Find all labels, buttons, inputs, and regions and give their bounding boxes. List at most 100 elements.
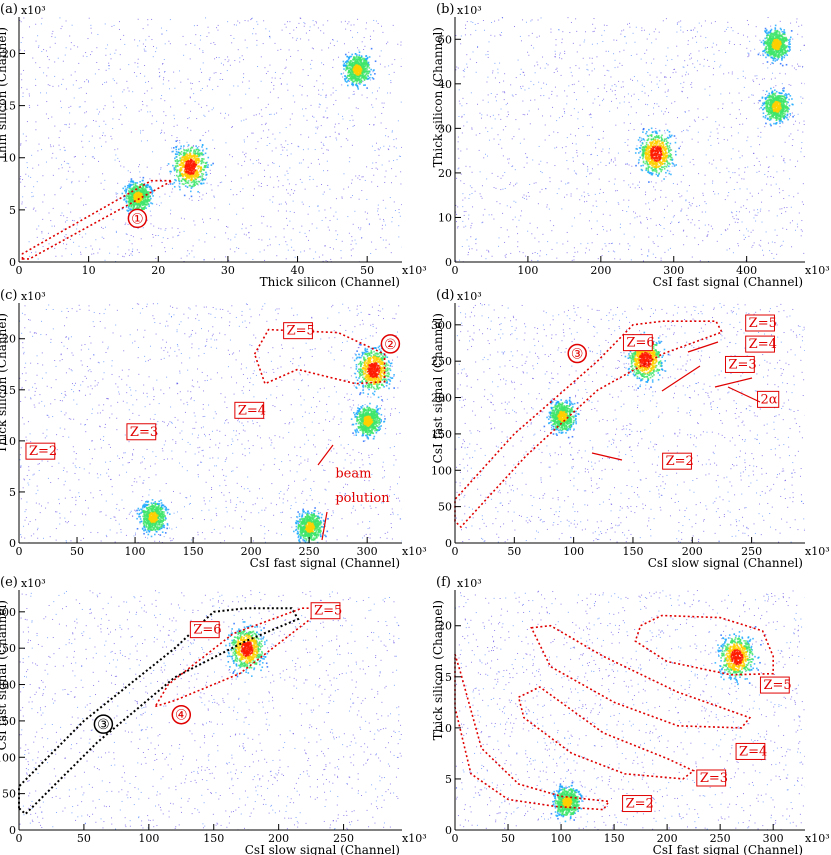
y-multiplier: x10³ bbox=[21, 577, 46, 590]
annotation-label: Z=5 bbox=[287, 324, 315, 339]
annotation-label: polution bbox=[335, 491, 390, 506]
gate-marker-label: ④ bbox=[175, 708, 188, 724]
panel-e: 0 50 100 150 200 250 0 50 100 150 200 250 300 x10³ x10… bbox=[0, 575, 427, 855]
y-tick-label: 20 bbox=[438, 620, 452, 633]
panel-label: (c) bbox=[0, 288, 17, 303]
x-tick-label: 300 bbox=[663, 264, 684, 277]
x-tick-label: 0 bbox=[452, 545, 459, 558]
y-axis-label: Thick silicon (Channel) bbox=[431, 27, 445, 167]
x-tick-label: 200 bbox=[590, 264, 611, 277]
annotation-label: Z=4 bbox=[739, 744, 767, 759]
y-tick-label: 15 bbox=[2, 100, 16, 113]
annotation-label: Z=5 bbox=[314, 604, 342, 619]
annotation-label: Z=6 bbox=[193, 623, 221, 638]
annotation-label: Z=3 bbox=[130, 425, 158, 440]
annotation-box bbox=[735, 742, 766, 760]
x-tick-label: 150 bbox=[183, 545, 204, 558]
annotation-box bbox=[310, 602, 341, 620]
x-tick-label: 0 bbox=[452, 264, 459, 277]
gate-marker-label: ③ bbox=[571, 347, 584, 363]
gate-marker-label: ③ bbox=[97, 717, 110, 733]
panel-label: (e) bbox=[0, 575, 18, 590]
annotation-box bbox=[622, 795, 652, 813]
x-tick-label: 20 bbox=[151, 264, 165, 277]
x-tick-label: 250 bbox=[710, 832, 731, 845]
scatter-layer bbox=[455, 17, 805, 262]
annotation-label: Z=2 bbox=[666, 454, 694, 469]
x-tick-label: 40 bbox=[291, 264, 305, 277]
gate-0 bbox=[18, 607, 300, 816]
x-tick-label: 50 bbox=[501, 832, 515, 845]
x-multiplier: x10³ bbox=[402, 264, 427, 277]
gate-marker bbox=[93, 714, 114, 734]
x-tick-label: 50 bbox=[507, 545, 521, 558]
gate-1 bbox=[530, 624, 752, 729]
gate-marker bbox=[380, 334, 401, 354]
annotation-box bbox=[189, 621, 220, 639]
x-axis-label: CsI slow signal (Channel) bbox=[648, 556, 803, 570]
annotation-label: 2α bbox=[761, 392, 778, 407]
y-tick-label: 150 bbox=[431, 428, 452, 441]
panel-label: (f) bbox=[436, 575, 451, 590]
y-tick-label: 10 bbox=[2, 435, 16, 448]
y-multiplier: x10³ bbox=[21, 4, 46, 17]
y-multiplier: x10³ bbox=[457, 577, 482, 590]
scatter-layer bbox=[455, 590, 805, 830]
x-tick-label: 200 bbox=[657, 832, 678, 845]
y-tick-label: 20 bbox=[438, 167, 452, 180]
y-tick-label: 100 bbox=[431, 464, 452, 477]
annotation-label: Z=5 bbox=[763, 678, 791, 693]
x-multiplier: x10³ bbox=[805, 545, 830, 558]
x-axis-label: CsI fast signal (Channel) bbox=[653, 843, 803, 855]
y-tick-label: 10 bbox=[438, 722, 452, 735]
y-tick-label: 20 bbox=[2, 47, 16, 60]
annotation-label: Z=4 bbox=[749, 337, 777, 352]
annotation-arrow bbox=[321, 511, 328, 541]
y-tick-label: 0 bbox=[445, 824, 452, 837]
x-tick-label: 0 bbox=[16, 264, 23, 277]
x-tick-label: 150 bbox=[203, 832, 224, 845]
scatter-layer bbox=[19, 590, 402, 830]
x-tick-label: 300 bbox=[357, 545, 378, 558]
y-multiplier: x10³ bbox=[21, 290, 46, 303]
x-tick-label: 100 bbox=[551, 832, 572, 845]
x-tick-label: 200 bbox=[682, 545, 703, 558]
gate-marker bbox=[171, 704, 192, 725]
annotation-label: Z=4 bbox=[238, 403, 266, 418]
annotation-label: Z=3 bbox=[729, 357, 757, 372]
x-multiplier: x10³ bbox=[805, 832, 830, 845]
panel-label: (d) bbox=[436, 288, 454, 303]
y-tick-label: 15 bbox=[2, 384, 16, 397]
x-tick-label: 250 bbox=[299, 545, 320, 558]
y-tick-label: 200 bbox=[0, 679, 16, 692]
annotation-box bbox=[662, 452, 692, 470]
y-tick-label: 50 bbox=[2, 788, 16, 801]
y-tick-label: 0 bbox=[9, 256, 16, 269]
y-axis-label: CsI fast signal (Channel) bbox=[431, 313, 445, 463]
y-tick-label: 40 bbox=[438, 78, 452, 91]
gate-0 bbox=[634, 614, 775, 676]
x-tick-label: 200 bbox=[268, 832, 289, 845]
annotation-box bbox=[757, 390, 780, 408]
y-tick-label: 0 bbox=[9, 537, 16, 550]
x-tick-label: 0 bbox=[16, 545, 23, 558]
x-tick-label: 300 bbox=[763, 832, 784, 845]
y-tick-label: 250 bbox=[431, 355, 452, 368]
annotation-box bbox=[696, 769, 727, 787]
y-multiplier: x10³ bbox=[457, 4, 482, 17]
annotation-box bbox=[725, 355, 755, 373]
annotation-arrow bbox=[687, 341, 719, 353]
x-tick-label: 0 bbox=[452, 832, 459, 845]
gate-marker bbox=[127, 208, 148, 229]
y-tick-label: 200 bbox=[431, 392, 452, 405]
x-tick-label: 100 bbox=[125, 545, 146, 558]
y-tick-label: 5 bbox=[445, 773, 452, 786]
x-tick-label: 50 bbox=[77, 832, 91, 845]
x-tick-label: 50 bbox=[360, 264, 374, 277]
x-tick-label: 150 bbox=[622, 545, 643, 558]
x-tick-label: 0 bbox=[16, 832, 23, 845]
annotation-arrow bbox=[727, 386, 761, 403]
